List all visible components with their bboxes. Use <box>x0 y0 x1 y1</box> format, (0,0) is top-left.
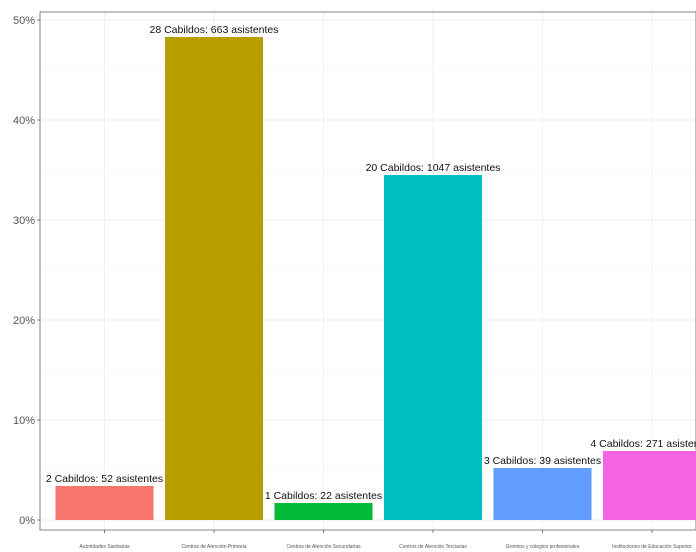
bar-data-label: 28 Cabildos: 663 asistentes <box>150 24 279 36</box>
bar <box>55 486 154 520</box>
bar-data-label: 4 Cabildos: 271 asistentes <box>590 438 696 450</box>
bar <box>384 175 482 520</box>
y-tick-label: 30% <box>13 215 35 227</box>
bar <box>165 37 263 520</box>
bar-data-label: 1 Cabildos: 22 asistentes <box>265 490 382 502</box>
bar-data-label: 2 Cabildos: 52 asistentes <box>46 473 163 485</box>
x-tick-label: Centros de Atención Secundarias <box>286 544 361 550</box>
data-labels: 2 Cabildos: 52 asistentes 28 Cabildos: 66… <box>46 24 696 502</box>
bar <box>274 503 373 520</box>
y-tick-label: 40% <box>13 115 35 127</box>
x-tick-label: Gremios y colegios profesionales <box>506 544 580 550</box>
y-tick-label: 10% <box>13 415 35 427</box>
x-tick-label: Instituciones de Educación Superior <box>612 544 692 550</box>
bar-data-label: 20 Cabildos: 1047 asistentes <box>366 162 501 174</box>
bar <box>603 451 696 520</box>
x-tick-label: Centros de Atención Terciarias <box>399 544 467 550</box>
x-tick-label: Centros de Atención Primaria <box>181 544 246 550</box>
y-axis: 0% 10% 20% 30% 40% 50% <box>13 15 40 527</box>
x-tick-label: Autoridades Sanitarias <box>79 544 130 550</box>
bar <box>493 468 592 520</box>
plot-background <box>40 12 696 530</box>
y-tick-label: 20% <box>13 315 35 327</box>
x-axis: Autoridades Sanitarias Centros de Atenció… <box>79 530 692 550</box>
y-tick-label: 50% <box>13 15 35 27</box>
y-tick-label: 0% <box>19 515 35 527</box>
plot-border <box>39 11 696 531</box>
bars <box>55 37 696 520</box>
bar-data-label: 3 Cabildos: 39 asistentes <box>484 455 601 467</box>
